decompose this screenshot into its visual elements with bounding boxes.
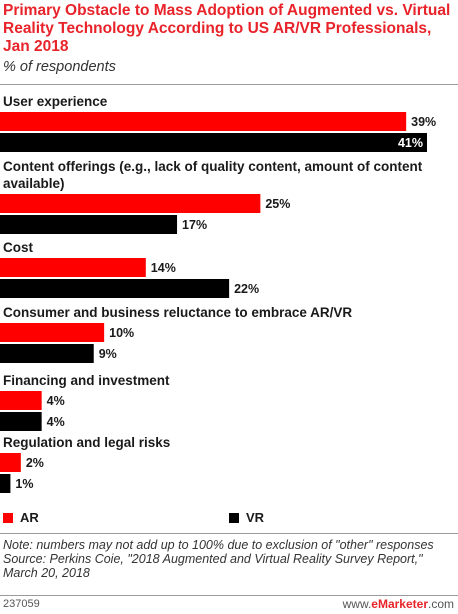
value-label-ar: 10% [109,326,134,340]
value-label-ar: 14% [151,261,176,275]
brand-suffix: .com [427,597,454,611]
bar-ar [0,391,42,410]
footnote: Note: numbers may not add up to 100% due… [3,538,455,580]
value-label-ar: 25% [265,197,290,211]
legend-label-ar: AR [20,510,39,525]
value-label-vr: 1% [15,477,33,491]
brand-link[interactable]: www.eMarketer.com [343,597,454,611]
source-text: Source: Perkins Coie, "2018 Augmented an… [3,552,423,580]
brand-prefix: www. [342,597,372,611]
chart-subtitle: % of respondents [3,59,116,75]
category-label: Content offerings (e.g., lack of quality… [3,159,423,191]
category-label: Consumer and business reluctance to embr… [3,305,352,320]
value-label-vr: 9% [99,347,117,361]
value-label-vr: 22% [234,282,259,296]
chart-title: Primary Obstacle to Mass Adoption of Aug… [3,2,451,55]
legend-item-vr: VR [229,510,264,525]
top-divider [0,84,458,85]
value-label-ar: 4% [47,394,65,408]
chart-id: 237059 [3,598,40,610]
value-label-vr: 4% [47,415,65,429]
value-label-ar: 39% [411,115,436,129]
category-label: Cost [3,240,34,255]
bar-vr [0,215,178,234]
bottom-divider [0,533,458,534]
legend-label-vr: VR [246,510,265,525]
value-label-vr: 41% [398,136,423,150]
bar-vr [0,412,42,431]
bar-ar [0,453,21,472]
bar-ar [0,258,146,277]
bar-vr [0,133,427,152]
bar-chart: User experience 39% 41% Content offerings (… [0,94,436,493]
value-label-vr: 17% [182,218,207,232]
legend-item-ar: AR [3,510,39,525]
brand-name: eMarketer [371,597,428,611]
note-text: Note: numbers may not add up to 100% due… [3,538,434,552]
bar-ar [0,112,407,131]
bar-ar [0,323,105,342]
category-label: Financing and investment [3,373,170,388]
footer-divider [0,595,458,596]
bar-vr [0,279,230,298]
legend-swatch-vr [229,512,239,523]
legend: AR VR [0,510,458,526]
bar-ar [0,194,261,213]
category-label: Regulation and legal risks [3,435,170,450]
category-label: User experience [3,94,108,109]
value-label-ar: 2% [26,456,44,470]
bar-vr [0,344,94,363]
legend-swatch-ar [3,512,13,523]
bar-vr [0,474,11,493]
